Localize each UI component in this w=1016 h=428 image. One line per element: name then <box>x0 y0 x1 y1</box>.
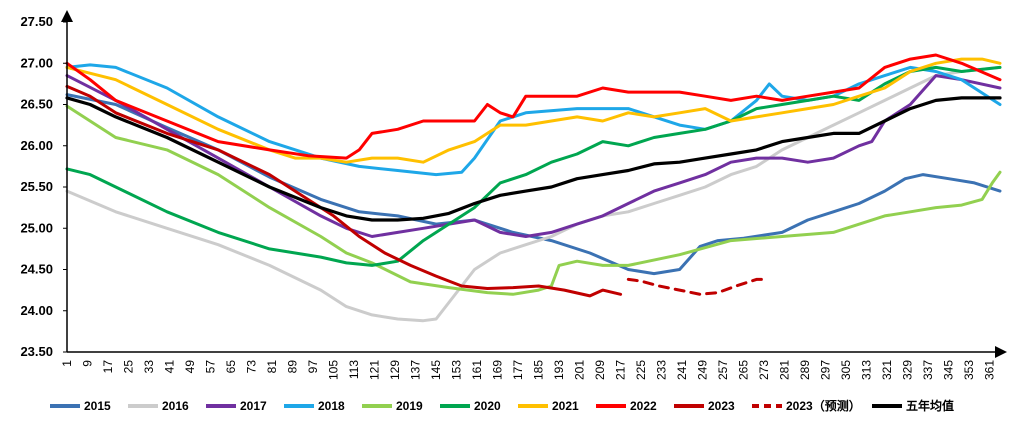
legend-label: 2017 <box>240 399 267 413</box>
x-tick-label: 281 <box>778 360 792 380</box>
x-tick-label: 353 <box>962 360 976 380</box>
x-tick-label: 121 <box>368 360 382 380</box>
series-line-10 <box>65 96 1002 222</box>
legend-label: 2023（预测） <box>786 398 861 413</box>
legend-label: 2018 <box>318 399 345 413</box>
x-tick-label: 193 <box>552 360 566 380</box>
x-tick-label: 25 <box>122 360 136 374</box>
x-tick-label: 289 <box>798 360 812 380</box>
y-tick-labels: 27.50 27.00 26.50 26.00 25.50 25.00 24.50 24.00… <box>20 14 67 359</box>
x-tick-label: 65 <box>224 360 238 374</box>
x-tick-label: 241 <box>675 360 689 380</box>
series-line-7 <box>65 53 1002 160</box>
x-tick-label: 1 <box>60 360 74 367</box>
x-tick-label: 105 <box>327 360 341 380</box>
legend-label: 2022 <box>630 399 657 413</box>
x-tick-label: 161 <box>470 360 484 380</box>
x-tick-label: 249 <box>696 360 710 380</box>
x-tick-label: 129 <box>388 360 402 380</box>
series-line-8 <box>65 84 623 298</box>
x-tick-label: 273 <box>757 360 771 380</box>
x-tick-label: 233 <box>655 360 669 380</box>
x-tick-label: 217 <box>614 360 628 380</box>
x-tick-label: 265 <box>737 360 751 380</box>
series-line-3 <box>65 63 1002 177</box>
x-tick-label: 169 <box>491 360 505 380</box>
y-tick-label: 25.00 <box>20 220 53 235</box>
series-line-9 <box>626 277 766 296</box>
x-tick-label: 297 <box>819 360 833 380</box>
y-tick-label: 27.50 <box>20 14 53 29</box>
x-tick-label: 201 <box>573 360 587 380</box>
legend-label: 2019 <box>396 399 423 413</box>
legend: 2015 2016 2017 2018 2019 2020 2021 2022 2023 2023… <box>50 398 954 413</box>
x-tick-label: 185 <box>532 360 546 380</box>
x-tick-label: 177 <box>511 360 525 380</box>
x-tick-label: 89 <box>286 360 300 374</box>
x-tick-label: 17 <box>101 360 115 374</box>
x-tick-label: 313 <box>860 360 874 380</box>
series-line-0 <box>65 93 1002 276</box>
y-tick-label: 26.50 <box>20 97 53 112</box>
x-tick-label: 137 <box>409 360 423 380</box>
legend-label: 2023 <box>708 399 735 413</box>
x-tick-labels: 1 9 17 25 33 41 49 57 65 73 81 89 97 105 113 121 129 137 1… <box>60 360 997 380</box>
plot-lines <box>65 53 1002 323</box>
legend-label: 2021 <box>552 399 579 413</box>
series-line-2 <box>65 74 1002 238</box>
legend-label: 2016 <box>162 399 189 413</box>
y-axis-arrow <box>61 10 73 22</box>
x-tick-label: 257 <box>716 360 730 380</box>
y-tick-label: 25.50 <box>20 179 53 194</box>
x-tick-label: 329 <box>901 360 915 380</box>
y-tick-label: 27.00 <box>20 55 53 70</box>
x-tick-label: 81 <box>265 360 279 374</box>
series-line-6 <box>65 57 1002 164</box>
y-tick-label: 23.50 <box>20 344 53 359</box>
x-tick-label: 305 <box>839 360 853 380</box>
x-tick-label: 321 <box>880 360 894 380</box>
y-tick-label: 24.50 <box>20 262 53 277</box>
x-tick-label: 113 <box>347 360 361 379</box>
x-tick-label: 225 <box>634 360 648 380</box>
x-tick-label: 49 <box>183 360 197 374</box>
x-tick-label: 345 <box>942 360 956 380</box>
x-tick-label: 57 <box>204 360 218 374</box>
x-tick-label: 145 <box>429 360 443 380</box>
x-tick-label: 97 <box>306 360 320 374</box>
axes <box>61 10 1007 358</box>
x-tick-label: 33 <box>142 360 156 374</box>
legend-label: 2020 <box>474 399 501 413</box>
series-line-4 <box>65 104 1002 296</box>
legend-label: 2015 <box>84 399 111 413</box>
x-tick-label: 9 <box>81 360 95 367</box>
legend-label: 五年均值 <box>906 398 954 413</box>
x-tick-label: 41 <box>163 360 177 374</box>
y-tick-label: 26.00 <box>20 138 53 153</box>
series-line-1 <box>65 65 1002 323</box>
x-tick-label: 73 <box>245 360 259 374</box>
y-tick-label: 24.00 <box>20 303 53 318</box>
x-tick-label: 153 <box>450 360 464 380</box>
x-axis-arrow <box>995 346 1007 358</box>
x-tick-label: 337 <box>921 360 935 380</box>
x-tick-label: 361 <box>983 360 997 380</box>
x-tick-label: 209 <box>593 360 607 380</box>
